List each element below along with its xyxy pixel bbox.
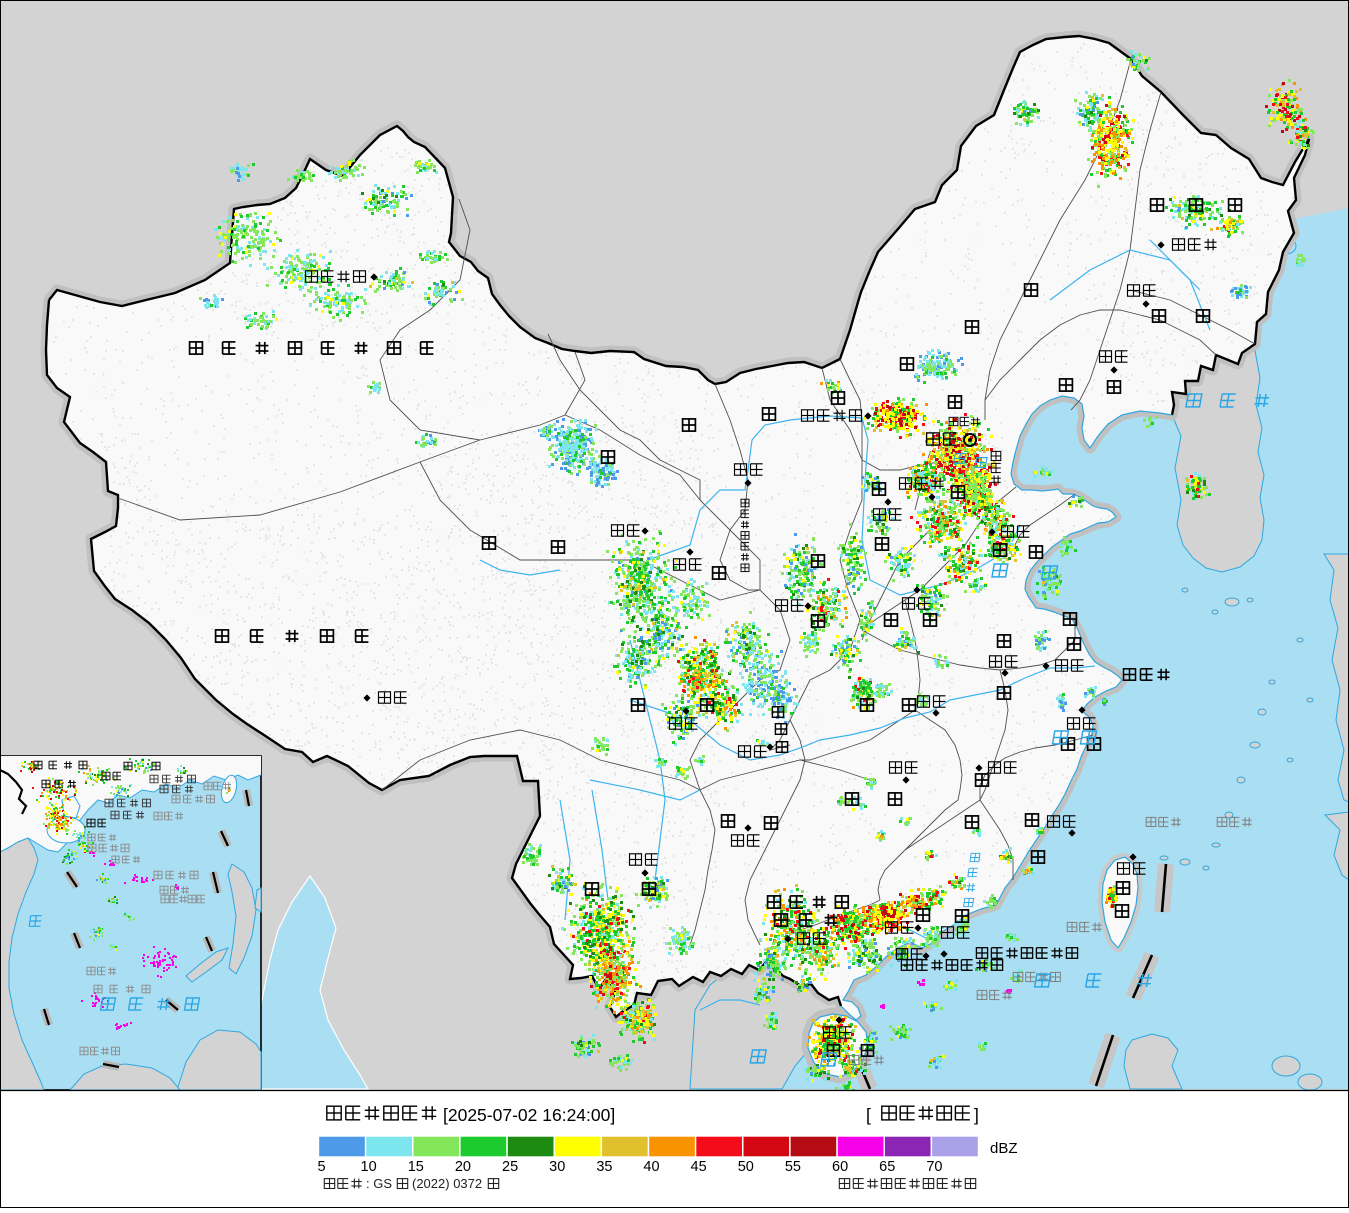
svg-text:60: 60 — [832, 1159, 848, 1175]
svg-text:dBZ: dBZ — [990, 1140, 1018, 1157]
svg-text:45: 45 — [691, 1159, 707, 1175]
svg-text:[2025-07-02 16:24:00]: [2025-07-02 16:24:00] — [443, 1105, 615, 1125]
svg-text:: GS: : GS — [366, 1176, 392, 1191]
svg-text:30: 30 — [549, 1159, 565, 1175]
svg-text:55: 55 — [785, 1159, 801, 1175]
svg-text:5: 5 — [317, 1159, 325, 1175]
svg-text:20: 20 — [455, 1159, 471, 1175]
svg-text:(2022) 0372: (2022) 0372 — [412, 1176, 482, 1191]
svg-text:10: 10 — [361, 1159, 377, 1175]
svg-text:]: ] — [974, 1105, 979, 1125]
svg-text:[: [ — [866, 1105, 871, 1125]
svg-text:35: 35 — [596, 1159, 612, 1175]
svg-text:40: 40 — [643, 1159, 659, 1175]
svg-text:25: 25 — [502, 1159, 518, 1175]
svg-text:70: 70 — [926, 1159, 942, 1175]
svg-text:65: 65 — [879, 1159, 895, 1175]
svg-text:50: 50 — [738, 1159, 754, 1175]
svg-text:15: 15 — [408, 1159, 424, 1175]
